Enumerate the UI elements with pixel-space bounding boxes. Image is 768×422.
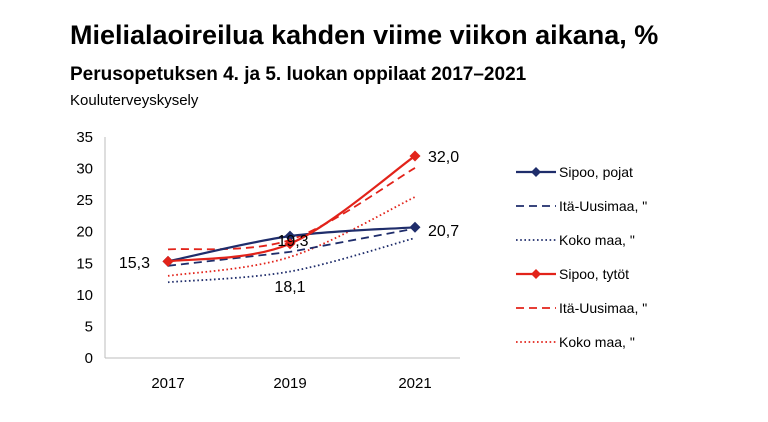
series-line (167, 227, 416, 267)
y-tick-label: 10 (76, 287, 93, 304)
y-tick-label: 5 (85, 318, 93, 335)
data-labels: 15,3 19,3 18,1 32,0 20,7 (119, 149, 459, 296)
legend-marker (531, 269, 541, 279)
data-point (162, 255, 174, 267)
legend-label: Koko maa, " (559, 334, 635, 350)
chart-title: Mielialaoireilua kahden viime viikon aik… (70, 20, 659, 50)
y-tick-label: 25 (76, 192, 93, 209)
data-label: 32,0 (428, 149, 459, 166)
x-tick-label: 2021 (398, 375, 431, 392)
series-line (167, 237, 416, 284)
data-label: 19,3 (277, 233, 308, 250)
legend-label: Itä-Uusimaa, " (559, 300, 647, 316)
x-tick-label: 2017 (151, 375, 184, 392)
legend-label: Sipoo, pojat (559, 164, 633, 180)
y-tick-label: 30 (76, 161, 93, 178)
chart-subtitle: Perusopetuksen 4. ja 5. luokan oppilaat … (70, 64, 527, 85)
legend-label: Sipoo, tytöt (559, 266, 629, 282)
data-label: 18,1 (274, 279, 305, 296)
y-tick-label: 0 (85, 350, 93, 367)
y-tick-label: 20 (76, 224, 93, 241)
chart-source: Kouluterveyskysely (70, 92, 199, 109)
data-point (409, 150, 421, 162)
legend-marker (531, 167, 541, 177)
legend: Sipoo, pojat Itä-Uusimaa, " Koko maa, " Sip… (516, 164, 647, 350)
legend-label: Itä-Uusimaa, " (559, 198, 647, 214)
chart-axes: 0 5 10 15 20 25 30 35 2017 2019 2021 (76, 129, 460, 392)
data-point (284, 230, 296, 242)
y-tick-label: 35 (76, 129, 93, 146)
x-tick-label: 2019 (273, 375, 306, 392)
y-tick-label: 15 (76, 255, 93, 272)
data-label: 20,7 (428, 223, 459, 240)
legend-label: Koko maa, " (559, 232, 635, 248)
series-layer (162, 150, 421, 284)
data-label: 15,3 (119, 255, 150, 272)
data-point (409, 221, 421, 233)
data-point (284, 238, 296, 250)
